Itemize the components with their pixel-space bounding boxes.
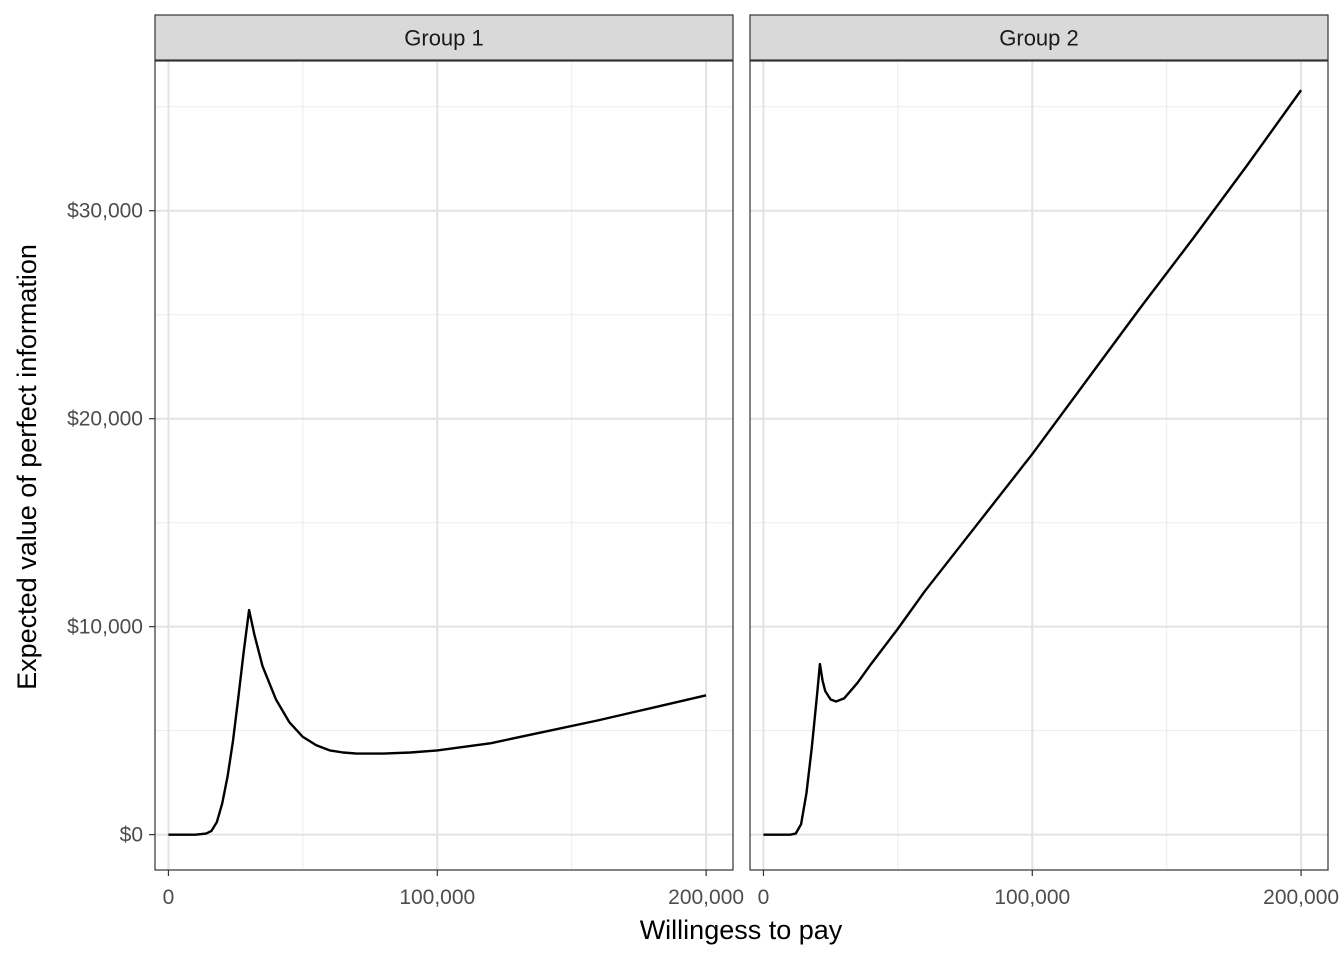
- facet-strip: [749, 14, 1329, 61]
- facet-strip-label: Group 2: [999, 26, 1079, 51]
- x-tick-label: 200,000: [668, 886, 744, 909]
- y-axis-title: Expected value of perfect information: [12, 244, 42, 690]
- x-tick-label: 100,000: [399, 886, 475, 909]
- x-tick-label: 0: [163, 886, 175, 909]
- evpi-line-series-1: [763, 89, 1303, 836]
- y-tick-label: $0: [120, 824, 143, 847]
- panel-border: [749, 60, 1329, 871]
- facet-strip: [154, 14, 734, 61]
- panel-2: Group 2 0 100,000 200,000: [749, 14, 1339, 909]
- plot-background: [155, 61, 733, 870]
- plot-background: [750, 61, 1328, 870]
- x-axis-title: Willingess to pay: [640, 915, 843, 945]
- y-tick-label: $30,000: [67, 200, 143, 223]
- evpi-line-series-1: [168, 608, 707, 836]
- x-tick-label: 200,000: [1263, 886, 1339, 909]
- panel-border: [154, 60, 734, 871]
- facet-strip-label: Group 1: [404, 26, 484, 51]
- y-tick-label: $20,000: [67, 408, 143, 431]
- x-tick-label: 100,000: [994, 886, 1070, 909]
- panel-1: Group 1 0 100,000 200,000 $0 $10,000 $20,000 $3…: [67, 14, 744, 909]
- x-tick-label: 0: [758, 886, 770, 909]
- y-tick-label: $10,000: [67, 616, 143, 639]
